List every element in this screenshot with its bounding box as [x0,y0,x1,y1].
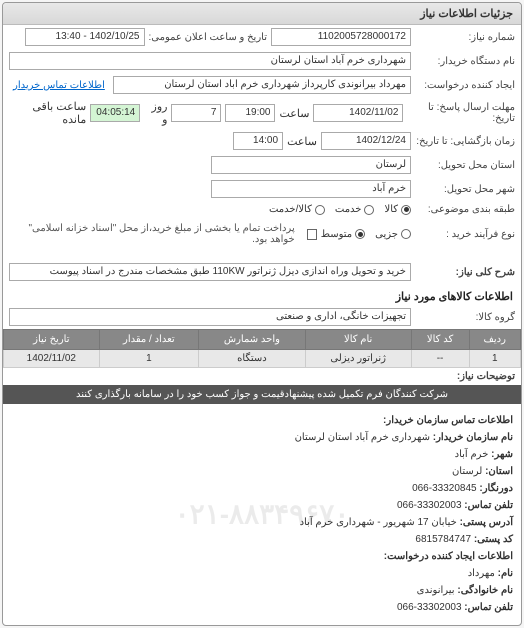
field-need-title: خرید و تحویل وراه اندازی دیزل ژنراتور 11… [9,263,411,281]
row-ptype: نوع فرآیند خرید : جزیی متوسط پرداخت تمام… [3,218,521,250]
td-2: ژنراتور دیزلی [305,350,411,368]
info-banner: شرکت کنندگان فرم تکمیل شده پیشنهادقیمت و… [3,385,521,404]
field-announce-dt: 1402/10/25 - 13:40 [25,28,145,46]
field-buyer-org: شهرداری خرم آباد استان لرستان [9,52,411,70]
row-packaging: طبقه بندی موضوعی: کالا خدمت کالا/خدمت [3,201,521,218]
row-requester: ایجاد کننده درخواست: مهرداد بیرانوندی کا… [3,73,521,97]
label-time1: ساعت [279,107,309,120]
field-validity-date: 1402/12/24 [321,132,411,150]
label-request-no: شماره نیاز: [415,32,515,43]
field-goods-group: تجهیزات خانگی، اداری و صنعتی [9,308,411,326]
row-validity: زمان بازگشایی: تا تاریخ: 1402/12/24 ساعت… [3,129,521,153]
field-request-no: 1102005728000172 [271,28,411,46]
row-province: استان محل تحویل: لرستان [3,153,521,177]
row-city: شهر محل تحویل: خرم آباد [3,177,521,201]
field-days-left: 7 [171,104,221,122]
goods-section-title: اطلاعات کالاهای مورد نیاز [3,284,521,305]
field-requester: مهرداد بیرانوندی کارپرداز شهرداری خرم اب… [113,76,411,94]
row-explanation: توضیحات نیاز: [3,368,521,385]
radio-dot-icon [315,205,325,215]
th-0: ردیف [469,330,521,350]
goods-table: ردیف کد کالا نام کالا واحد شمارش تعداد /… [3,329,521,368]
th-4: تعداد / مقدار [99,330,198,350]
td-0: 1 [469,350,521,368]
label-validity: زمان بازگشایی: تا تاریخ: [415,136,515,147]
label-buyer-org: نام دستگاه خریدار: [415,56,515,67]
radio-ptype-0[interactable]: جزیی [375,229,411,240]
row-deadline: مهلت ارسال پاسخ: تا تاریخ: 1402/11/02 سا… [3,97,521,129]
panel-title: جزئیات اطلاعات نیاز [3,3,521,25]
contact-area: ۰۲۱-۸۸۳۴۹۶۷۰ اطلاعات تماس سازمان خریدار:… [3,404,521,625]
label-explanation: توضیحات نیاز: [415,371,515,382]
label-time2: ساعت [287,135,317,148]
th-2: نام کالا [305,330,411,350]
label-city: شهر محل تحویل: [415,184,515,195]
checkbox-note: پرداخت تمام یا بخشی از مبلغ خرید،از محل … [9,221,303,247]
radio-group-ptype: جزیی متوسط [321,229,411,240]
label-deadline: مهلت ارسال پاسخ: تا تاریخ: [407,102,515,124]
main-panel: جزئیات اطلاعات نیاز شماره نیاز: 11020057… [2,2,522,626]
radio-dot-icon [364,205,374,215]
contact-title: اطلاعات تماس سازمان خریدار: [383,415,513,426]
th-1: کد کالا [411,330,469,350]
row-buyer-org: نام دستگاه خریدار: شهرداری خرم آباد استا… [3,49,521,73]
radio-dot-icon [401,229,411,239]
label-packaging: طبقه بندی موضوعی: [415,204,515,215]
field-deadline-time: 19:00 [225,104,275,122]
field-time-left: 04:05:14 [90,104,140,122]
radio-group-pkg: کالا خدمت کالا/خدمت [269,204,411,215]
row-goods-group: گروه کالا: تجهیزات خانگی، اداری و صنعتی [3,305,521,329]
req-title: اطلاعات ایجاد کننده درخواست: [384,551,513,562]
radio-ptype-1[interactable]: متوسط [321,229,365,240]
field-deadline-date: 1402/11/02 [313,104,403,122]
field-validity-time: 14:00 [233,132,283,150]
td-4: 1 [99,350,198,368]
label-requester: ایجاد کننده درخواست: [415,80,515,91]
td-1: -- [411,350,469,368]
row-request-no: شماره نیاز: 1102005728000172 تاریخ و ساع… [3,25,521,49]
field-province: لرستان [211,156,411,174]
th-5: تاریخ نیاز [4,330,100,350]
radio-dot-icon [401,205,411,215]
label-need-title: شرح کلی نیاز: [415,267,515,278]
table-row: 1 -- ژنراتور دیزلی دستگاه 1 1402/11/02 [4,350,521,368]
label-remaining: ساعت باقی مانده [9,100,86,126]
label-day: روز و [144,100,167,126]
radio-pkg-2[interactable]: کالا/خدمت [269,204,325,215]
td-5: 1402/11/02 [4,350,100,368]
field-city: خرم آباد [211,180,411,198]
treasury-checkbox[interactable] [307,229,317,240]
label-goods-group: گروه کالا: [415,312,515,323]
radio-dot-icon [355,229,365,239]
row-need-title: شرح کلی نیاز: خرید و تحویل وراه اندازی د… [3,260,521,284]
table-header-row: ردیف کد کالا نام کالا واحد شمارش تعداد /… [4,330,521,350]
th-3: واحد شمارش [199,330,306,350]
label-announce-dt: تاریخ و ساعت اعلان عمومی: [149,32,268,43]
radio-pkg-1[interactable]: خدمت [335,204,375,215]
label-ptype: نوع فرآیند خرید : [415,229,515,240]
label-province: استان محل تحویل: [415,160,515,171]
td-3: دستگاه [199,350,306,368]
buyer-contact-link[interactable]: اطلاعات تماس خریدار [9,80,109,91]
radio-pkg-0[interactable]: کالا [384,204,411,215]
